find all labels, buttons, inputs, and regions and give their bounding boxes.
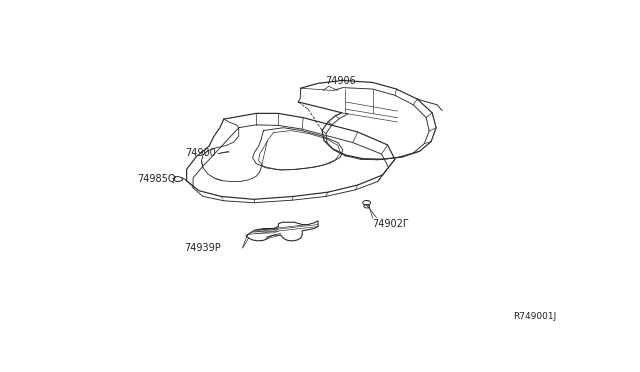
Text: 74900: 74900 [186, 148, 216, 158]
Text: 74902Γ: 74902Γ [372, 219, 409, 230]
Text: 74985Q: 74985Q [137, 174, 175, 184]
Text: R749001J: R749001J [513, 312, 556, 321]
Text: 74939P: 74939P [184, 243, 221, 253]
Text: 74906: 74906 [326, 76, 356, 86]
